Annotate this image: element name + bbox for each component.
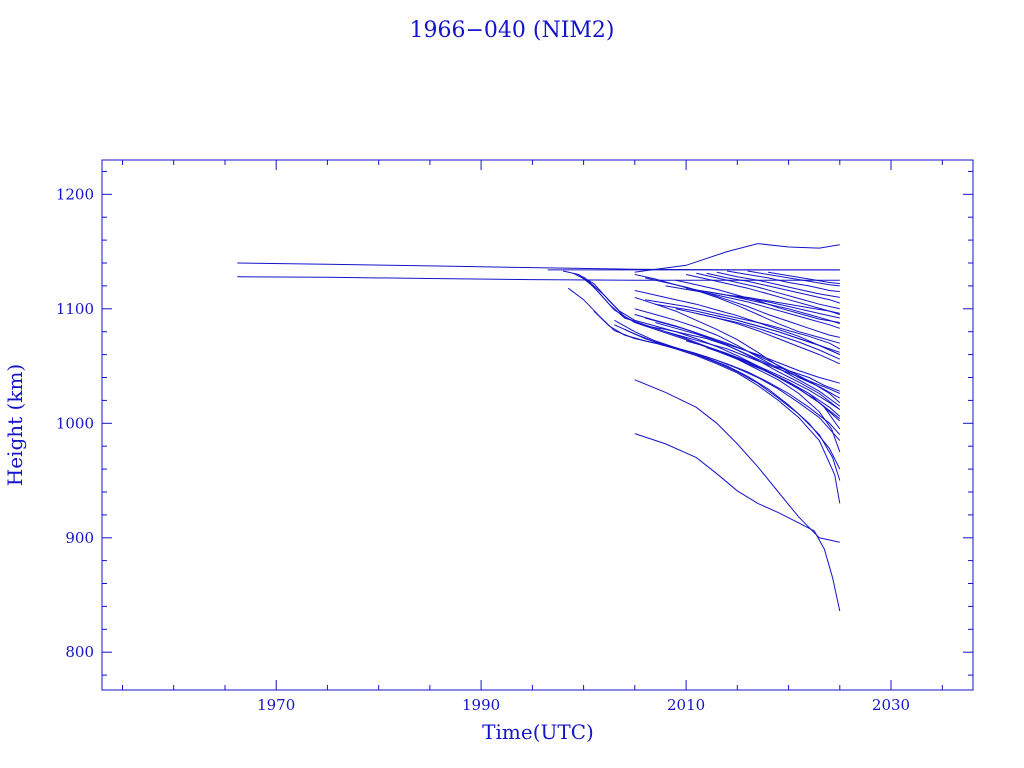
y-axis-label: Height (km): [3, 364, 27, 486]
series-line-39: [716, 315, 840, 353]
series-line-22: [634, 290, 841, 356]
series-line-36: [727, 294, 840, 314]
series-line-21: [644, 277, 840, 338]
series-layer: [237, 243, 841, 612]
series-line-18: [655, 322, 840, 384]
series-line-33: [665, 285, 840, 329]
y-tick-label: 1000: [56, 414, 94, 432]
series-line-27: [696, 272, 840, 310]
series-line-31: [747, 270, 840, 287]
series-line-25: [675, 279, 840, 323]
series-line-2: [237, 276, 840, 281]
x-tick-label: 2030: [872, 696, 910, 714]
ticks-layer: 1970 1990 2010 2030 800 900 1000 1100 1200: [56, 160, 973, 714]
series-line-15: [634, 308, 841, 407]
series-line-26: [685, 274, 840, 315]
series-line-32: [768, 271, 840, 285]
series-line-13: [624, 328, 841, 436]
x-tick-label: 1970: [257, 696, 295, 714]
y-tick-label: 1200: [56, 185, 94, 203]
series-line-29: [716, 271, 840, 298]
y-tick-label: 800: [65, 643, 94, 661]
series-line-28: [706, 272, 840, 304]
series-line-1: [237, 262, 840, 271]
y-tick-label: 1100: [56, 300, 94, 318]
x-tick-label: 1990: [462, 696, 500, 714]
x-axis-label: Time(UTC): [482, 720, 594, 744]
series-line-38: [696, 312, 841, 360]
series-line-42: [706, 347, 841, 417]
series-line-23: [645, 299, 841, 350]
plot-frame: [101, 159, 974, 691]
series-line-4: [634, 243, 840, 273]
series-line-14: [634, 296, 841, 399]
series-line-11: [614, 319, 841, 481]
series-line-7: [578, 274, 841, 430]
series-line-43: [634, 379, 840, 543]
y-tick-label: 900: [65, 529, 94, 547]
series-line-41: [696, 342, 841, 420]
series-line-44: [634, 433, 841, 612]
series-line-12: [614, 324, 841, 441]
series-line-16: [634, 314, 841, 410]
series-line-30: [727, 270, 840, 293]
series-line-9: [567, 287, 841, 504]
chart-title: 1966−040 (NIM2): [409, 18, 614, 43]
series-line-19: [665, 331, 841, 394]
x-tick-label: 2010: [667, 696, 705, 714]
